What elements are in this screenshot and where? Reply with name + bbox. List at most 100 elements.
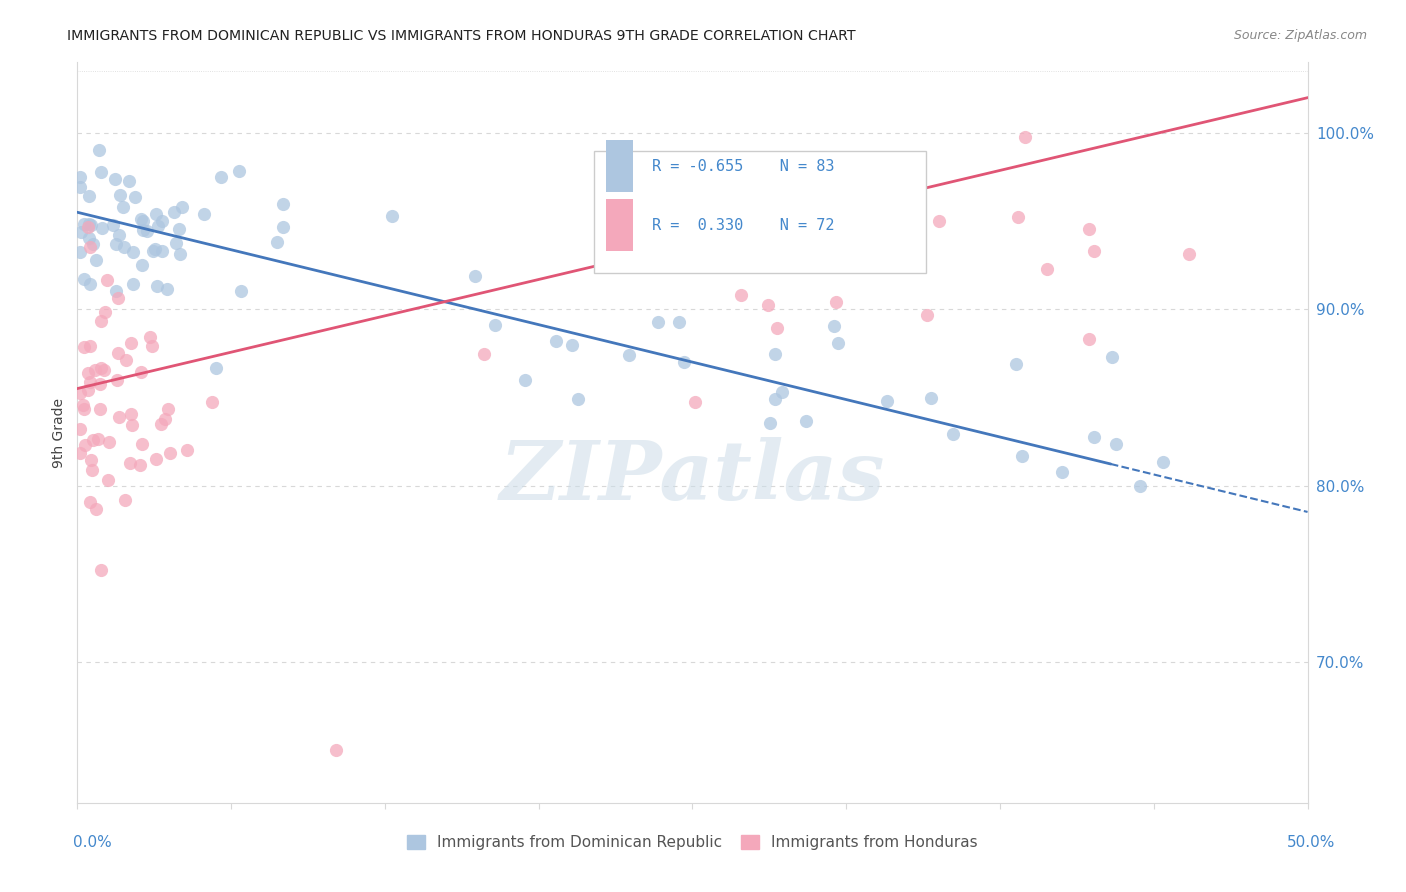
Point [145, 451, 167, 466]
Point [89, 376, 111, 391]
Point [77, 189, 100, 203]
Point [108, 187, 131, 202]
Point [145, 207, 167, 221]
Point [673, 355, 696, 369]
Point [647, 315, 669, 329]
Point [90, 360, 112, 375]
Point [90, 563, 112, 577]
Point [79, 277, 101, 292]
Point [131, 436, 153, 450]
Point [69, 446, 91, 460]
Point [1007, 210, 1029, 224]
Point [617, 348, 640, 362]
Point [685, 395, 707, 409]
Point [79, 339, 101, 353]
Point [165, 235, 187, 250]
Point [118, 174, 141, 188]
Point [77, 220, 100, 235]
Point [229, 284, 252, 298]
Point [96, 273, 118, 287]
FancyBboxPatch shape [606, 200, 634, 252]
Text: Source: ZipAtlas.com: Source: ZipAtlas.com [1233, 29, 1367, 42]
Point [107, 409, 129, 424]
Point [766, 321, 789, 335]
Point [77, 218, 100, 232]
Text: IMMIGRANTS FROM DOMINICAN REPUBLIC VS IMMIGRANTS FROM HONDURAS 9TH GRADE CORRELA: IMMIGRANTS FROM DOMINICAN REPUBLIC VS IM… [67, 29, 856, 43]
Point [150, 244, 173, 258]
Point [146, 219, 169, 234]
Point [513, 373, 536, 387]
Point [567, 392, 589, 406]
Point [80, 452, 103, 467]
Point [149, 417, 172, 431]
Point [129, 458, 152, 473]
Text: R = -0.655    N = 83: R = -0.655 N = 83 [652, 159, 834, 174]
Point [114, 352, 136, 367]
Point [105, 285, 128, 299]
Point [706, 187, 728, 202]
Point [1078, 332, 1101, 346]
Point [69, 245, 91, 260]
Point [176, 442, 198, 457]
Point [121, 418, 143, 433]
Point [131, 213, 153, 227]
Point [101, 218, 124, 232]
Point [544, 334, 567, 348]
Point [464, 268, 486, 283]
Point [201, 394, 224, 409]
Point [72, 217, 94, 231]
Point [120, 336, 142, 351]
Point [132, 223, 155, 237]
Point [1036, 262, 1059, 277]
Point [484, 318, 506, 333]
Point [150, 214, 173, 228]
Point [827, 335, 849, 350]
Point [193, 206, 215, 220]
Point [205, 361, 228, 376]
Point [1083, 244, 1105, 258]
Point [87, 432, 110, 446]
Point [84, 363, 107, 377]
Point [159, 445, 181, 459]
Point [915, 309, 938, 323]
Point [169, 247, 191, 261]
Point [112, 240, 135, 254]
Point [122, 277, 145, 292]
Point [830, 196, 852, 211]
Point [156, 282, 179, 296]
Point [84, 253, 107, 268]
Point [141, 339, 163, 353]
Point [624, 236, 647, 251]
Point [143, 242, 166, 256]
Point [228, 163, 250, 178]
Point [920, 392, 942, 406]
Point [112, 200, 135, 214]
Point [209, 170, 232, 185]
Point [806, 160, 828, 174]
Point [131, 258, 153, 272]
Point [1050, 465, 1073, 479]
Point [124, 190, 146, 204]
Text: 0.0%: 0.0% [73, 836, 112, 850]
Point [72, 398, 94, 412]
Point [79, 375, 101, 389]
Point [271, 219, 294, 234]
Point [1011, 450, 1033, 464]
Point [172, 200, 194, 214]
Point [756, 298, 779, 312]
Point [80, 463, 103, 477]
Point [825, 295, 848, 310]
Point [928, 214, 950, 228]
Point [73, 340, 96, 354]
Point [763, 392, 786, 406]
Point [162, 205, 184, 219]
Point [472, 347, 495, 361]
Point [105, 373, 128, 387]
Point [80, 218, 103, 232]
Text: R =  0.330    N = 72: R = 0.330 N = 72 [652, 218, 834, 233]
Point [730, 288, 752, 302]
Point [156, 401, 179, 416]
Text: ZIPatlas: ZIPatlas [499, 437, 886, 517]
Point [325, 743, 347, 757]
Point [94, 305, 117, 319]
